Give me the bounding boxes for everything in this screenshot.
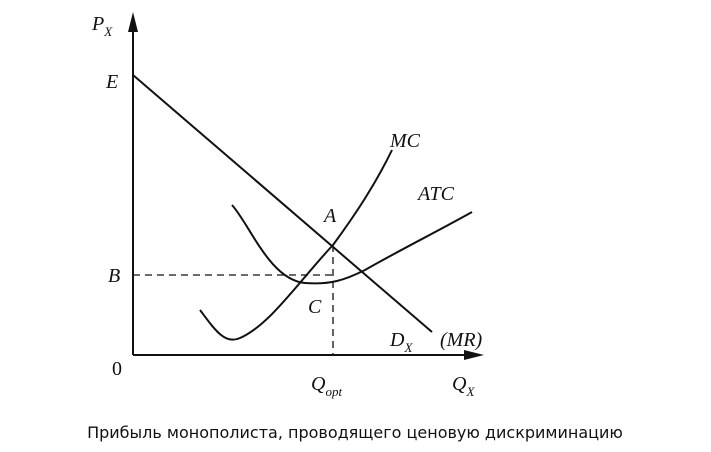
qopt-sub: opt	[325, 384, 342, 399]
label-mr: (MR)	[440, 329, 483, 351]
label-qopt: Qopt	[311, 373, 342, 399]
y-arrow	[128, 12, 138, 32]
demand-line	[132, 74, 433, 333]
label-c: C	[308, 296, 322, 318]
x-arrow	[464, 350, 484, 360]
mc-curve	[199, 149, 393, 341]
label-demand: DX	[389, 329, 413, 355]
label-a: A	[322, 205, 337, 227]
axes	[132, 28, 468, 356]
x-label: QX	[452, 373, 475, 399]
y-label-sub: X	[103, 24, 113, 39]
y-label-main: P	[91, 13, 104, 35]
demand-sub: X	[403, 340, 413, 355]
caption: Прибыль монополиста, проводящего ценовую…	[87, 423, 623, 442]
atc-curve	[231, 204, 473, 285]
label-mc: MC	[389, 130, 421, 152]
x-label-sub: X	[465, 384, 475, 399]
y-label: PX	[91, 13, 113, 39]
label-atc: ATC	[416, 183, 455, 205]
demand-main: D	[389, 329, 405, 351]
origin-label: 0	[112, 358, 122, 380]
qopt-main: Q	[311, 373, 326, 395]
label-e: E	[105, 71, 118, 93]
x-label-main: Q	[452, 373, 467, 395]
label-b: B	[108, 265, 120, 287]
